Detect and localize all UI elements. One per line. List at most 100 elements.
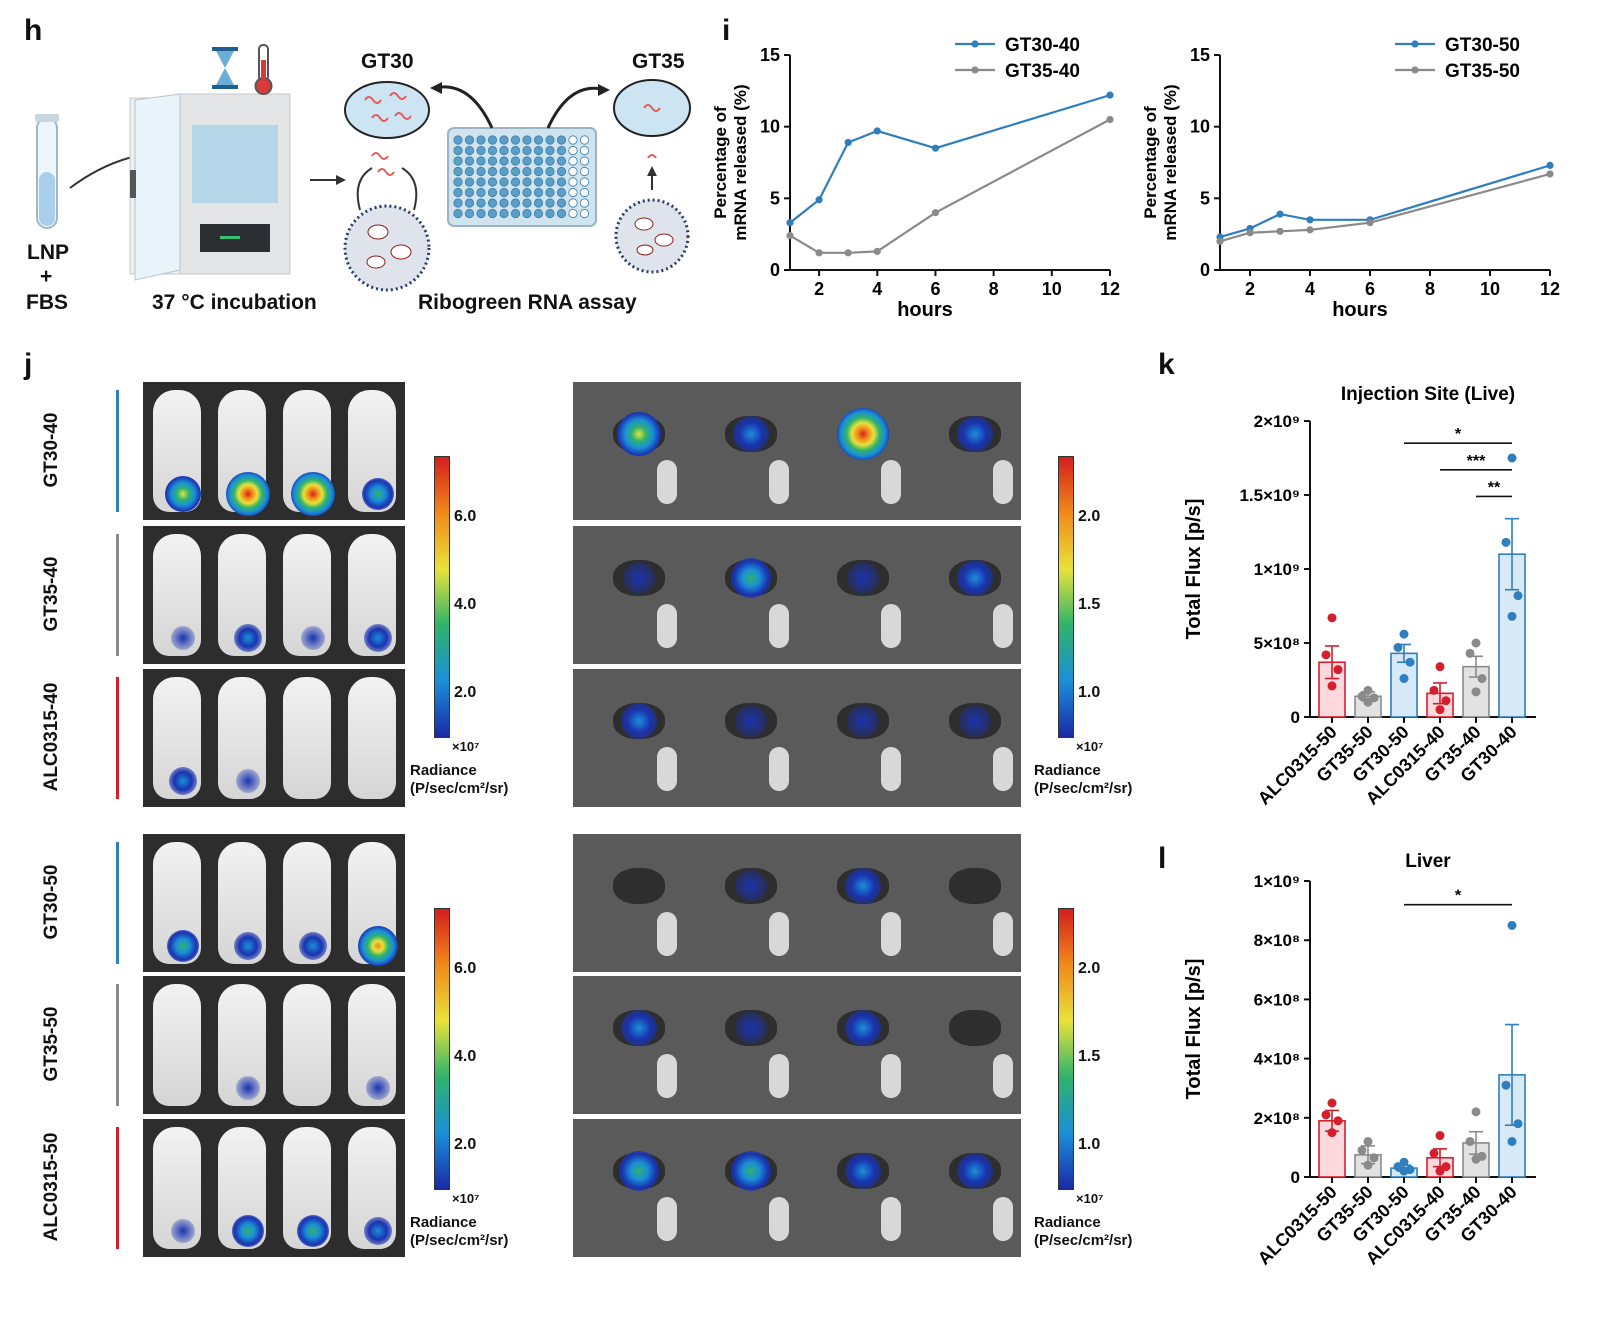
well (464, 187, 475, 198)
y-axis-label-line: Percentage of (711, 106, 730, 219)
muscle-tissue (993, 604, 1013, 648)
data-point (931, 144, 940, 152)
liver-signal (731, 558, 771, 598)
well (476, 177, 486, 187)
muscle-tissue (993, 747, 1013, 791)
liver-signal (957, 416, 993, 452)
muscle-tissue (881, 460, 901, 504)
data-point (1363, 685, 1373, 695)
significance-label: * (1455, 426, 1462, 443)
data-point (1321, 1110, 1331, 1120)
y-axis-label: Percentage ofmRNA released (%) (711, 84, 750, 240)
colorbar-title: Radiance (1034, 1214, 1101, 1231)
plus-label: + (40, 265, 53, 288)
colorbar-tick-label: 6.0 (454, 960, 477, 977)
liver-signal (845, 1153, 881, 1189)
incubation-label: 37 °C incubation (152, 291, 317, 314)
muscle-tissue (993, 912, 1013, 956)
gt35-label: GT35 (632, 50, 685, 73)
well (476, 198, 486, 208)
well (476, 145, 486, 156)
data-point (1106, 115, 1114, 124)
well (568, 145, 578, 156)
group-color-bar (116, 390, 119, 512)
chart-title: Injection Site (Live) (1341, 384, 1515, 405)
data-point (1435, 705, 1445, 715)
liver-signal (735, 1012, 767, 1044)
liver-signal (845, 1010, 881, 1046)
well (533, 156, 544, 166)
data-point (844, 249, 852, 257)
well (579, 135, 590, 145)
muscle-tissue (881, 1197, 901, 1241)
bioluminescence-signal (291, 472, 335, 516)
well (568, 208, 578, 219)
y-axis-label-line: mRNA released (%) (1161, 84, 1180, 240)
y-tick-label: 15 (760, 45, 780, 65)
hourglass-icon (212, 47, 238, 89)
data-point (1327, 1098, 1337, 1108)
data-point (1106, 91, 1114, 99)
group-color-bar (116, 984, 119, 1106)
data-point (1405, 657, 1415, 667)
well (545, 177, 555, 187)
well (464, 135, 475, 145)
colorbar-unit-label: (P/sec/cm²/sr) (410, 1232, 509, 1249)
y-tick-label: 2×10⁸ (1254, 1109, 1300, 1128)
data-point (1435, 662, 1445, 672)
line-chart-1: 2 4 6 8 10 12 0 5 10 15 hours Percentage ofmRNA rel… (711, 35, 1120, 321)
colorbar-unit-label: (P/sec/cm²/sr) (1034, 780, 1133, 797)
colorbar-tick-label: 2.0 (1078, 960, 1101, 977)
group-color-bar (116, 534, 119, 656)
mouse-silhouette (283, 677, 331, 799)
data-point (1216, 237, 1224, 245)
group-color-bar (116, 677, 119, 799)
colorbar-tick-label: 1.0 (1078, 1136, 1101, 1153)
y-axis-label-line: mRNA released (%) (731, 84, 750, 240)
colorbar-tick-label: 4.0 (454, 596, 477, 613)
well (533, 166, 544, 177)
data-point (1246, 229, 1254, 237)
colorbar-tick-label: 4.0 (454, 1048, 477, 1065)
bioluminescence-signal (364, 624, 392, 652)
lnp-label: LNP (27, 241, 69, 264)
in-vivo-image (143, 834, 405, 972)
well (476, 135, 486, 145)
data-point (1327, 681, 1337, 691)
bioluminescence-signal (366, 1076, 390, 1100)
data-point (815, 249, 823, 257)
x-tick-label: 8 (989, 279, 999, 299)
thermometer-icon (254, 44, 273, 95)
bioluminescence-signal (171, 1219, 195, 1243)
well (464, 177, 475, 187)
colorbar-tick-label: 2.0 (454, 684, 477, 701)
colorbar-unit-label: (P/sec/cm²/sr) (410, 780, 509, 797)
liver-signal (621, 703, 657, 739)
bioluminescence-signal (226, 472, 270, 516)
well (579, 156, 590, 166)
y-tick-label: 5 (770, 188, 780, 208)
ex-vivo-image (573, 526, 1021, 664)
liver-organ (949, 868, 1001, 904)
x-tick-label: 6 (930, 279, 940, 299)
liver-signal (623, 562, 655, 594)
data-point (1477, 674, 1487, 684)
bar-chart-liver: Liver 0 2×10⁸ 4×10⁸ 6×10⁸ 8×10⁸ 1×10⁹ Total Flu… (1183, 851, 1536, 1269)
well (522, 208, 532, 219)
well (545, 208, 555, 219)
well (568, 156, 578, 166)
y-tick-label: 5 (1200, 188, 1210, 208)
incubator-icon (129, 93, 291, 281)
bioluminescence-signal (301, 626, 325, 650)
bioluminescence-signal (234, 624, 262, 652)
well (476, 208, 486, 219)
well (545, 187, 555, 198)
lnp-particle-icon (343, 204, 431, 292)
liver-signal (621, 1010, 657, 1046)
gt35-dish-icon (613, 79, 691, 137)
well (579, 187, 590, 198)
liver-signal (617, 412, 661, 456)
mouse-silhouette (153, 984, 201, 1106)
well (453, 208, 463, 219)
data-point (1276, 227, 1284, 235)
